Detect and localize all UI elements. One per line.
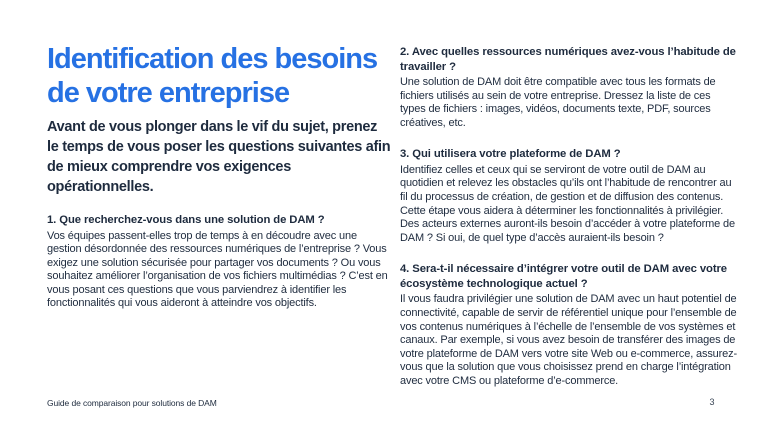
question-1-body: Vos équipes passent-elles trop de temps … [47, 229, 388, 310]
page-title: Identification des besoins de votre entr… [47, 43, 378, 109]
question-block-1: 1. Que recherchez-vous dans une solution… [47, 213, 392, 311]
question-2-heading: 2. Avec quelles ressources numériques av… [400, 46, 736, 73]
question-3-heading: 3. Qui utilisera votre plateforme de DAM… [400, 148, 621, 161]
question-4-heading: 4. Sera-t-il nécessaire d’intégrer votre… [400, 263, 727, 290]
question-3-body: Identifiez celles et ceux qui se serviro… [400, 163, 735, 244]
question-2-body: Une solution de DAM doit être compatible… [400, 76, 716, 129]
question-block-2: 2. Avec quelles ressources numériques av… [400, 45, 737, 130]
question-block-4: 4. Sera-t-il nécessaire d’intégrer votre… [400, 262, 737, 388]
footer-document-title: Guide de comparaison pour solutions de D… [47, 398, 217, 408]
right-column: 2. Avec quelles ressources numériques av… [400, 45, 737, 406]
question-1-heading: 1. Que recherchez-vous dans une solution… [47, 214, 325, 226]
question-block-3: 3. Qui utilisera votre plateforme de DAM… [400, 147, 737, 245]
question-4-body: Il vous faudra privilégier une solution … [400, 293, 737, 387]
intro-paragraph: Avant de vous plonger dans le vif du suj… [47, 119, 391, 195]
left-column: Identification des besoins de votre entr… [47, 42, 392, 311]
footer-page-number: 3 [709, 397, 715, 407]
